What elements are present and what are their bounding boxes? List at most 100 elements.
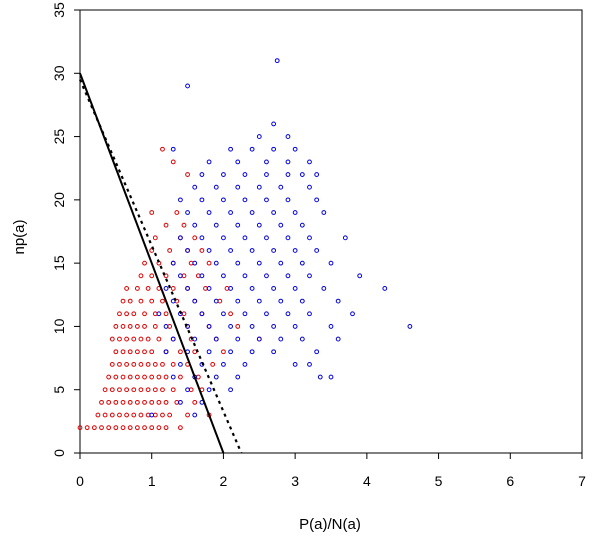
data-point-series-2 — [278, 336, 284, 342]
data-point-series-2 — [213, 298, 219, 304]
data-point-series-2 — [292, 324, 298, 329]
data-point-series-1 — [113, 349, 119, 355]
data-point-series-1 — [160, 412, 165, 418]
data-point-series-2 — [264, 172, 269, 177]
data-point-series-1 — [142, 399, 147, 405]
data-point-series-2 — [256, 222, 262, 228]
data-point-series-2 — [206, 159, 212, 165]
x-tick-label: 1 — [148, 473, 156, 489]
data-point-series-2 — [199, 172, 205, 177]
data-point-series-2 — [307, 362, 312, 367]
data-point-series-2 — [278, 184, 284, 190]
data-point-series-1 — [84, 425, 90, 431]
data-point-series-2 — [221, 172, 226, 177]
y-tick-label: 20 — [51, 192, 67, 208]
data-point-series-1 — [124, 362, 130, 367]
data-point-series-1 — [124, 336, 130, 342]
data-point-series-2 — [314, 197, 320, 203]
data-point-series-2 — [199, 311, 205, 317]
data-point-series-2 — [185, 387, 190, 393]
data-point-series-1 — [142, 425, 147, 431]
data-point-series-1 — [117, 412, 122, 418]
data-point-series-2 — [264, 311, 269, 317]
x-axis-title: P(a)/N(a) — [299, 516, 361, 533]
data-point-series-1 — [192, 399, 198, 405]
data-point-series-2 — [213, 260, 219, 266]
data-point-series-2 — [292, 146, 298, 152]
data-point-series-1 — [178, 425, 183, 431]
data-point-series-2 — [271, 121, 277, 127]
data-point-series-2 — [192, 260, 198, 266]
data-point-series-2 — [307, 159, 312, 165]
x-tick-label: 6 — [506, 473, 514, 489]
data-point-series-1 — [160, 387, 165, 393]
data-point-series-1 — [113, 374, 119, 380]
data-point-series-1 — [149, 273, 155, 279]
data-point-series-2 — [271, 286, 277, 291]
data-point-series-2 — [199, 273, 205, 279]
data-point-series-1 — [178, 349, 183, 355]
data-point-series-2 — [235, 222, 241, 228]
y-tick-label: 0 — [51, 449, 67, 457]
y-tick-label: 35 — [51, 2, 67, 18]
data-point-series-2 — [221, 311, 226, 317]
data-point-series-2 — [163, 286, 169, 291]
y-tick-label: 10 — [51, 318, 67, 334]
data-point-series-1 — [120, 349, 126, 355]
data-point-series-1 — [127, 298, 133, 304]
data-point-series-2 — [292, 248, 298, 253]
data-point-series-2 — [192, 298, 198, 304]
data-point-series-2 — [178, 273, 183, 279]
data-point-series-1 — [167, 412, 173, 418]
x-tick-label: 5 — [435, 473, 443, 489]
data-point-series-1 — [149, 248, 155, 253]
data-point-series-2 — [235, 336, 241, 342]
data-point-series-2 — [170, 374, 176, 380]
data-point-series-2 — [264, 235, 269, 241]
data-point-series-2 — [185, 83, 190, 89]
data-point-series-2 — [206, 248, 212, 253]
data-point-series-1 — [131, 311, 137, 317]
data-point-series-1 — [134, 399, 140, 405]
data-point-series-1 — [127, 349, 133, 355]
data-point-series-2 — [307, 273, 312, 279]
data-point-series-2 — [221, 362, 226, 367]
data-point-series-2 — [264, 159, 269, 165]
data-point-series-2 — [357, 273, 363, 279]
data-point-series-2 — [307, 235, 312, 241]
data-point-series-2 — [213, 184, 219, 190]
data-point-series-1 — [113, 399, 119, 405]
data-point-series-1 — [120, 324, 126, 329]
data-point-series-2 — [242, 197, 248, 203]
data-point-series-2 — [299, 222, 305, 228]
data-point-series-1 — [235, 324, 241, 329]
data-point-series-2 — [314, 349, 320, 355]
data-point-series-2 — [249, 349, 255, 355]
data-point-series-1 — [138, 298, 144, 304]
data-point-series-1 — [185, 412, 190, 418]
data-point-series-2 — [170, 298, 176, 304]
data-point-series-2 — [328, 324, 334, 329]
data-point-series-1 — [185, 172, 190, 177]
data-point-series-1 — [145, 387, 151, 393]
data-point-series-2 — [256, 336, 262, 342]
data-point-series-2 — [249, 286, 255, 291]
data-point-series-2 — [221, 235, 226, 241]
data-point-series-1 — [160, 362, 165, 367]
data-point-series-1 — [163, 425, 169, 431]
data-point-series-1 — [210, 362, 216, 367]
data-point-series-2 — [163, 349, 169, 355]
data-point-series-1 — [149, 298, 155, 304]
data-point-series-2 — [185, 286, 190, 291]
y-tick-label: 15 — [51, 255, 67, 271]
y-axis: 0 5 10 15 20 25 30 35 — [51, 2, 80, 457]
data-point-series-1 — [120, 425, 126, 431]
data-point-series-2 — [292, 210, 298, 215]
x-tick-label: 3 — [291, 473, 299, 489]
data-point-series-1 — [127, 324, 133, 329]
data-point-series-2 — [256, 298, 262, 304]
data-point-series-1 — [138, 336, 144, 342]
data-point-series-2 — [235, 184, 241, 190]
data-point-series-2 — [199, 197, 205, 203]
